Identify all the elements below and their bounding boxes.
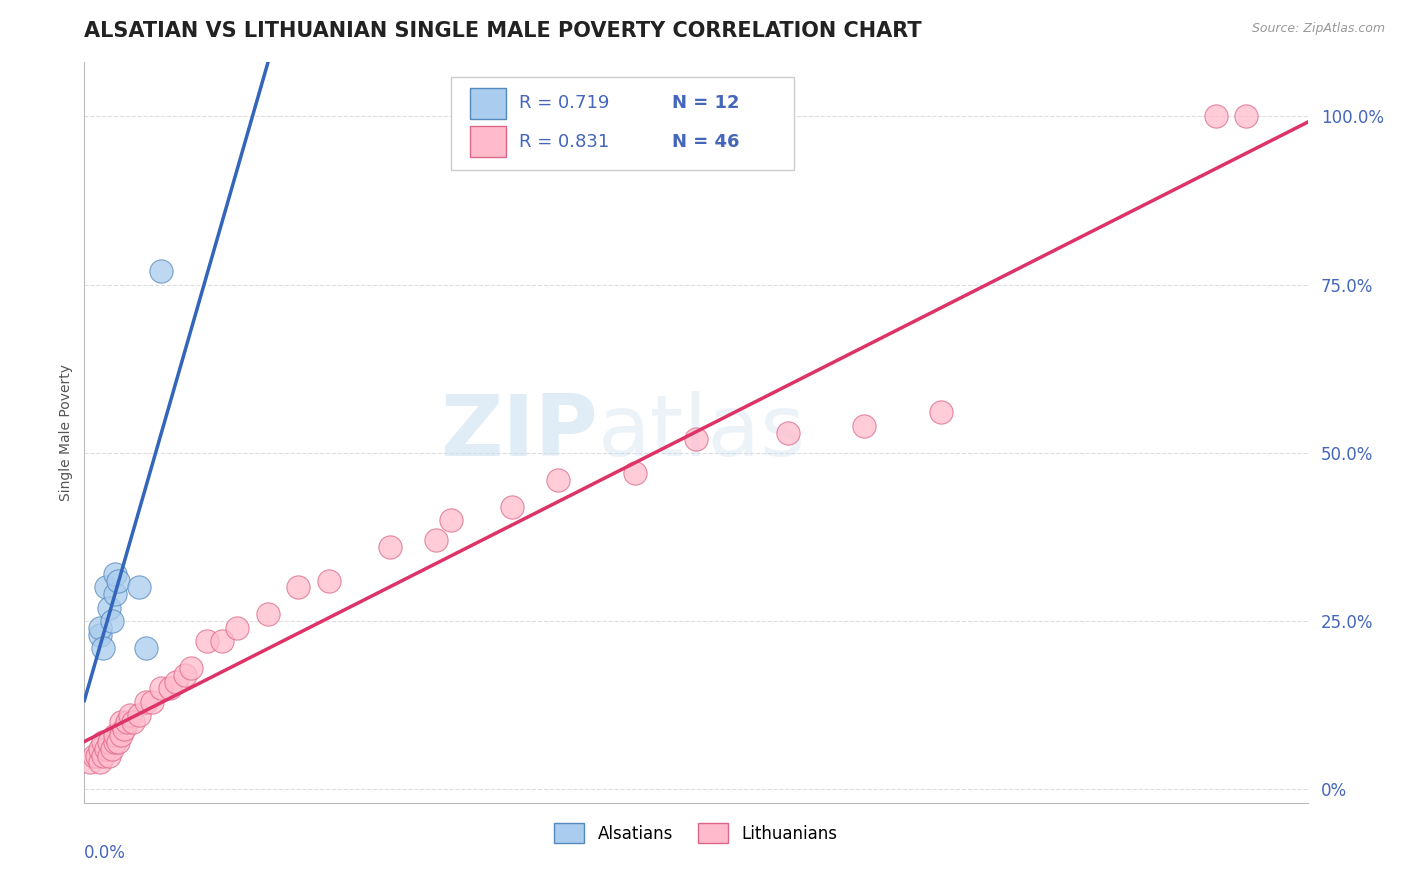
Point [128, 581, 150, 595]
Point [120, 708, 142, 723]
Point [257, 607, 280, 622]
Point [104, 735, 127, 749]
Text: ZIP: ZIP [440, 391, 598, 475]
Text: R = 0.719: R = 0.719 [519, 95, 609, 112]
Point [128, 708, 150, 723]
Point [195, 634, 218, 648]
Point [226, 621, 249, 635]
Point [685, 433, 707, 447]
Point [174, 668, 197, 682]
Text: 0.0%: 0.0% [84, 844, 127, 862]
Point [79, 756, 101, 770]
Y-axis label: Single Male Poverty: Single Male Poverty [59, 364, 73, 501]
Point [624, 466, 647, 480]
Point [104, 566, 127, 581]
Point [440, 513, 463, 527]
Point [425, 533, 447, 548]
FancyBboxPatch shape [470, 126, 506, 157]
Point [776, 425, 799, 440]
Legend: Alsatians, Lithuanians: Alsatians, Lithuanians [548, 816, 844, 850]
Point [89, 742, 111, 756]
Text: N = 46: N = 46 [672, 133, 740, 151]
Point [107, 735, 129, 749]
Point [502, 500, 524, 514]
Point [91, 748, 114, 763]
Point [1236, 109, 1258, 123]
Point [135, 695, 157, 709]
Text: atlas: atlas [598, 391, 806, 475]
Point [853, 418, 876, 433]
Point [110, 714, 132, 729]
Point [91, 735, 114, 749]
Point [149, 264, 172, 278]
Point [94, 581, 117, 595]
Point [287, 581, 309, 595]
Point [141, 695, 163, 709]
FancyBboxPatch shape [470, 87, 506, 119]
Point [180, 661, 202, 675]
Point [104, 729, 127, 743]
Point [101, 742, 124, 756]
Point [89, 627, 111, 641]
Point [110, 729, 132, 743]
Point [101, 614, 124, 628]
Point [135, 640, 157, 655]
Point [83, 748, 105, 763]
Point [112, 722, 135, 736]
Point [97, 748, 120, 763]
Point [149, 681, 172, 696]
Point [122, 714, 145, 729]
Point [1205, 109, 1227, 123]
Point [318, 574, 340, 588]
Point [97, 735, 120, 749]
Text: N = 12: N = 12 [672, 95, 740, 112]
Point [97, 600, 120, 615]
Point [89, 756, 111, 770]
Point [211, 634, 233, 648]
Point [165, 674, 187, 689]
Text: ALSATIAN VS LITHUANIAN SINGLE MALE POVERTY CORRELATION CHART: ALSATIAN VS LITHUANIAN SINGLE MALE POVER… [84, 21, 922, 41]
Point [159, 681, 181, 696]
FancyBboxPatch shape [451, 78, 794, 169]
Point [89, 621, 111, 635]
Point [115, 714, 138, 729]
Text: R = 0.831: R = 0.831 [519, 133, 609, 151]
Point [104, 587, 127, 601]
Point [94, 742, 117, 756]
Point [91, 640, 114, 655]
Point [380, 540, 402, 554]
Point [929, 405, 952, 419]
Point [107, 574, 129, 588]
Point [547, 473, 569, 487]
Text: Source: ZipAtlas.com: Source: ZipAtlas.com [1251, 22, 1385, 36]
Point [86, 748, 108, 763]
